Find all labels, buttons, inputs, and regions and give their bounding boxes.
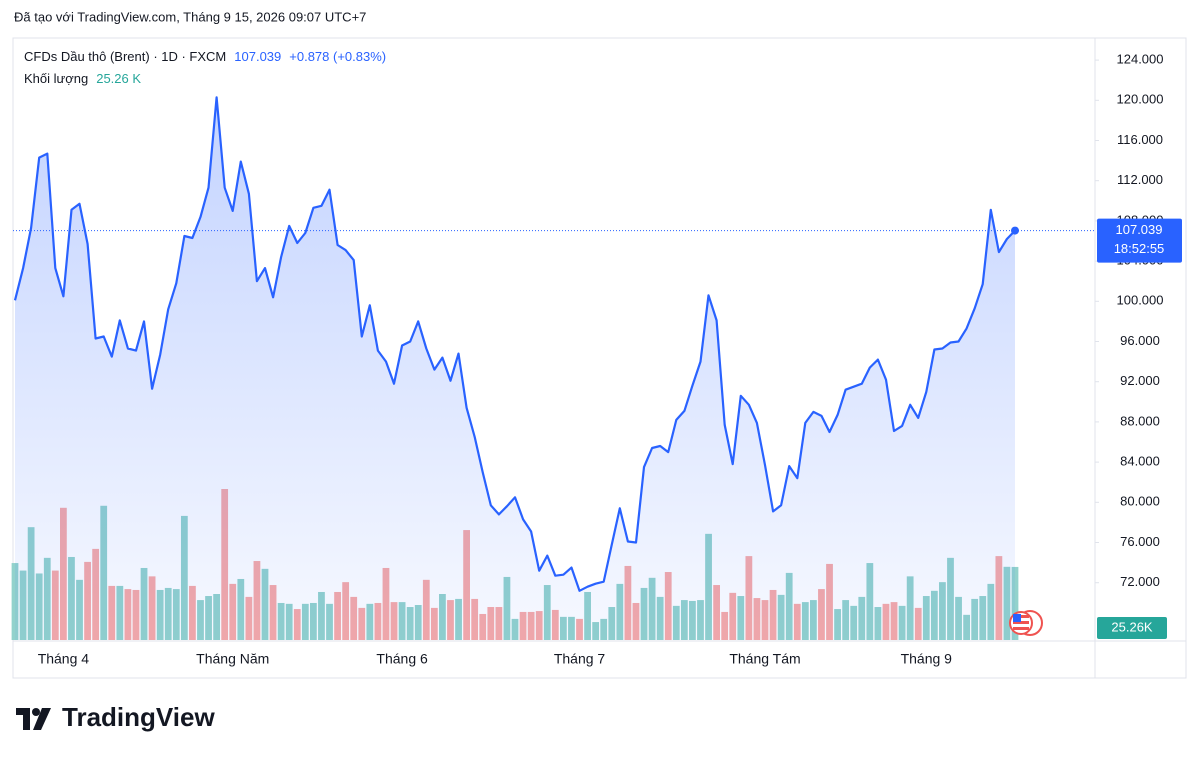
price-axis-label: 107.039	[1116, 222, 1163, 237]
price-area	[15, 97, 1015, 641]
y-tick-label: 76.000	[1120, 534, 1160, 549]
price-axis-box	[1097, 218, 1182, 263]
volume-axis-box	[1097, 617, 1167, 639]
x-tick-label: Tháng 7	[554, 651, 606, 667]
y-tick-label: 100.000	[1117, 293, 1164, 308]
y-tick-label: 92.000	[1120, 373, 1160, 388]
credit: Đã tạo với TradingView.com, Tháng 9 15, …	[14, 9, 366, 24]
brand-logo	[16, 708, 51, 730]
y-tick-label: 72.000	[1120, 574, 1160, 589]
legend-title: CFDs Dầu thô (Brent) · 1D · FXCM 107.039 +…	[24, 49, 386, 64]
price-change: +0.878 (+0.83%)	[289, 49, 386, 64]
volume-axis-label: 25.26K	[1111, 619, 1153, 634]
countdown-label: 18:52:55	[1114, 241, 1165, 256]
y-tick-label: 120.000	[1117, 92, 1164, 107]
y-tick-label: 116.000	[1117, 132, 1163, 147]
volume-value: 25.26 K	[96, 71, 141, 86]
x-tick-label: Tháng 9	[901, 651, 953, 667]
y-tick-label: 96.000	[1120, 333, 1160, 348]
chart-frame	[12, 37, 1187, 679]
plot-area	[11, 96, 1095, 641]
volume-name: Khối lượng	[24, 71, 88, 86]
axes: 124.000120.000116.000112.000108.000104.0…	[38, 52, 1182, 667]
last-point	[1011, 226, 1019, 235]
x-tick-label: Tháng 4	[38, 651, 90, 667]
x-tick-label: Tháng 6	[376, 651, 428, 667]
volume-legend: Khối lượng 25.26 K	[24, 71, 141, 86]
y-tick-label: 88.000	[1120, 413, 1160, 428]
y-tick-label: 80.000	[1120, 494, 1160, 509]
y-tick-label: 124.000	[1117, 52, 1164, 67]
x-tick-label: Tháng Tám	[729, 651, 800, 667]
last-price: 107.039	[234, 49, 281, 64]
brand-name: TradingView	[62, 702, 215, 732]
symbol-title: CFDs Dầu thô (Brent) · 1D · FXCM	[24, 49, 226, 64]
price-line	[13, 96, 1016, 592]
event-icon	[1009, 610, 1043, 636]
y-tick-label: 112.000	[1117, 172, 1163, 187]
x-tick-label: Tháng Năm	[196, 651, 269, 667]
y-tick-label: 84.000	[1120, 454, 1160, 469]
